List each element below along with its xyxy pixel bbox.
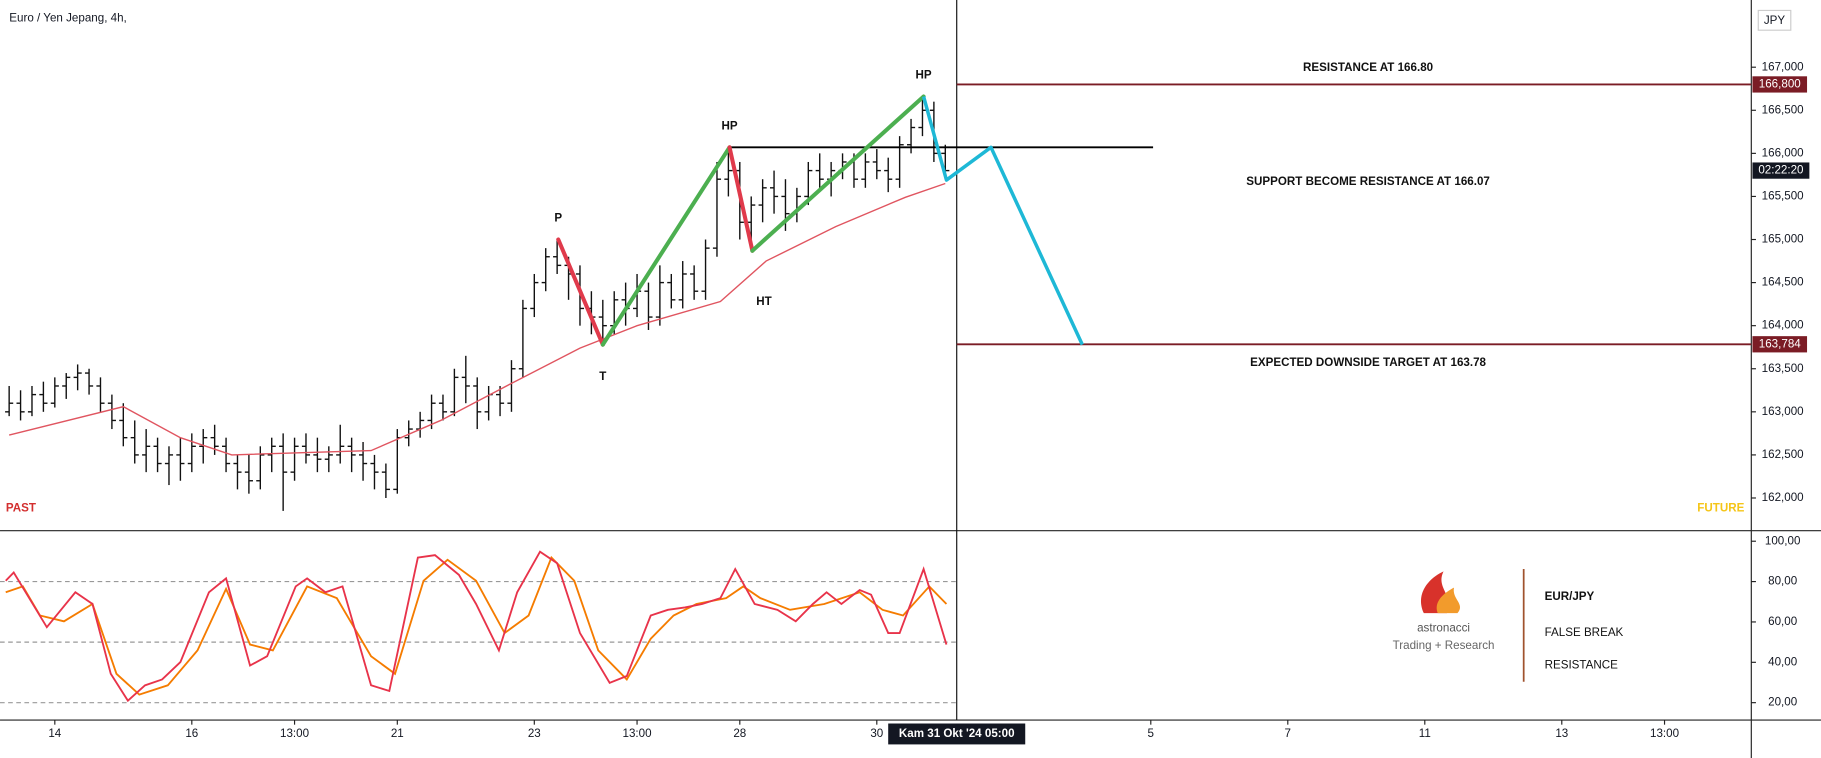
y-tick-label: 80,00 — [1768, 575, 1797, 588]
y-tick-label: 162,000 — [1762, 491, 1804, 504]
x-tick-label: 11 — [1419, 727, 1431, 740]
level-text: RESISTANCE AT 166.80 — [1303, 61, 1433, 74]
chart-title: Euro / Yen Jepang, 4h, — [9, 12, 126, 25]
current-bar-label: Kam 31 Okt '24 05:00 — [899, 727, 1015, 740]
countdown-label: 02:22:20 — [1758, 164, 1803, 177]
y-tick-label: 164,500 — [1762, 276, 1804, 289]
level-label-box — [1752, 76, 1808, 93]
level-label: 163,784 — [1759, 337, 1802, 350]
moving-average — [8, 182, 946, 456]
pair-title: EUR/JPY — [1545, 590, 1595, 603]
x-tick-label: 21 — [391, 727, 404, 740]
pivot-label: HT — [756, 295, 771, 308]
subtitle: RESISTANCE — [1545, 659, 1619, 672]
y-tick-label: 166,500 — [1762, 103, 1804, 116]
zigzag-segment — [750, 94, 926, 253]
pivot-label: T — [599, 370, 606, 383]
logo-text: astronacci — [1417, 621, 1470, 634]
x-tick-label: 13 — [1555, 727, 1568, 740]
x-tick-label: 28 — [733, 727, 746, 740]
y-tick-label: 163,500 — [1762, 362, 1804, 375]
level-text: SUPPORT BECOME RESISTANCE AT 166.07 — [1246, 175, 1490, 188]
zigzag-segment — [727, 145, 755, 253]
x-tick-label: 13:00 — [280, 727, 309, 740]
y-tick-label: 165,000 — [1762, 233, 1804, 246]
x-tick-label: 13:00 — [623, 727, 652, 740]
oscillator-line — [5, 550, 948, 703]
future-label: FUTURE — [1697, 502, 1744, 515]
y-tick-label: 165,500 — [1762, 190, 1804, 203]
oscillator-line — [5, 555, 948, 696]
currency-box — [1757, 9, 1792, 31]
countdown-box — [1752, 162, 1810, 179]
y-tick-label: 164,000 — [1762, 319, 1804, 332]
x-tick-label: 5 — [1148, 727, 1154, 740]
y-tick-label: 166,000 — [1762, 146, 1804, 159]
x-tick-label: 7 — [1285, 727, 1291, 740]
x-tick-label: 30 — [870, 727, 883, 740]
zigzag-segment — [600, 145, 732, 347]
projection-line — [921, 96, 1084, 346]
zigzag-segment — [556, 237, 605, 347]
subtitle: FALSE BREAK — [1545, 626, 1624, 639]
y-tick-label: 20,00 — [1768, 696, 1797, 709]
past-label: PAST — [6, 502, 36, 515]
y-tick-label: 162,500 — [1762, 448, 1804, 461]
pivot-label: P — [554, 212, 562, 225]
y-tick-label: 60,00 — [1768, 615, 1797, 628]
y-tick-label: 167,000 — [1762, 60, 1804, 73]
level-label: 166,800 — [1759, 77, 1801, 90]
pivot-label: HP — [916, 69, 932, 82]
x-tick-label: 16 — [185, 727, 198, 740]
currency-label: JPY — [1764, 14, 1786, 27]
x-tick-label: 23 — [528, 727, 541, 740]
y-tick-label: 40,00 — [1768, 655, 1797, 668]
level-label-box — [1752, 336, 1808, 353]
x-tick-label: 14 — [48, 727, 61, 740]
current-bar-box — [888, 723, 1026, 745]
level-text: EXPECTED DOWNSIDE TARGET AT 163.78 — [1250, 356, 1486, 369]
x-tick-label: 13:00 — [1650, 727, 1679, 740]
y-tick-label: 163,000 — [1762, 405, 1804, 418]
logo: astronacci Trading + Research — [1393, 571, 1495, 652]
y-tick-label: 100,00 — [1765, 534, 1801, 547]
pivot-label: HP — [721, 119, 737, 132]
logo-flame — [1436, 587, 1461, 614]
logo-tagline: Trading + Research — [1393, 639, 1495, 652]
